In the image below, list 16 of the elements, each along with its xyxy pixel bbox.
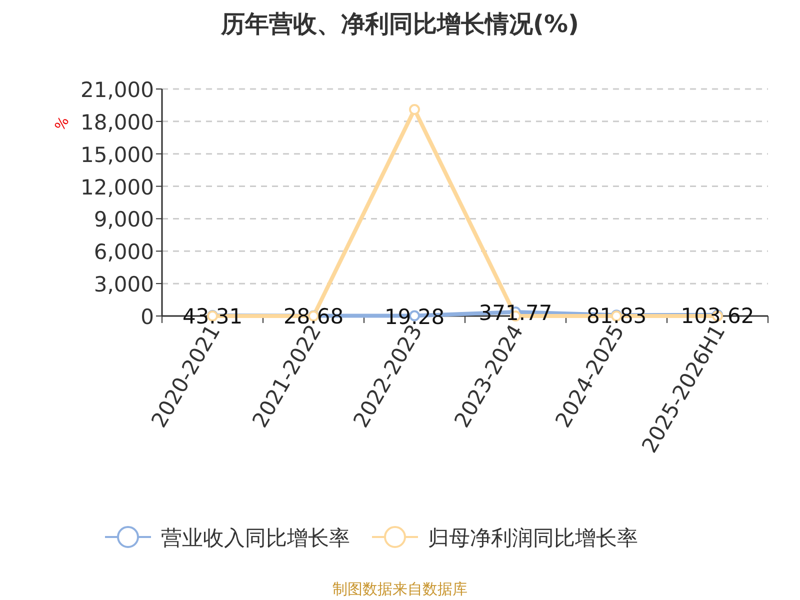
y-tick-label: 0 bbox=[140, 305, 154, 329]
y-tick-label: 15,000 bbox=[80, 142, 154, 167]
legend-label: 归母净利润同比增长率 bbox=[428, 526, 638, 550]
point bbox=[409, 104, 420, 116]
text: 制图数据来自数据库 bbox=[332, 580, 468, 598]
y-axis-title: % bbox=[52, 114, 73, 134]
y-tick-label: 21,000 bbox=[80, 78, 154, 102]
y-tick-label: 12,000 bbox=[80, 175, 154, 200]
data-label: 103.62 bbox=[680, 304, 754, 328]
y-tick-label: 6,000 bbox=[94, 240, 154, 264]
y-tick-label: 18,000 bbox=[80, 110, 154, 134]
chart-title: 历年营收、净利同比增长情况(%) bbox=[220, 10, 579, 38]
y-tick-label: 9,000 bbox=[94, 208, 154, 232]
data-label: 371.77 bbox=[478, 300, 552, 325]
legend-label: 营业收入同比增长率 bbox=[161, 526, 350, 550]
y-tick-label: 3,000 bbox=[94, 272, 154, 297]
